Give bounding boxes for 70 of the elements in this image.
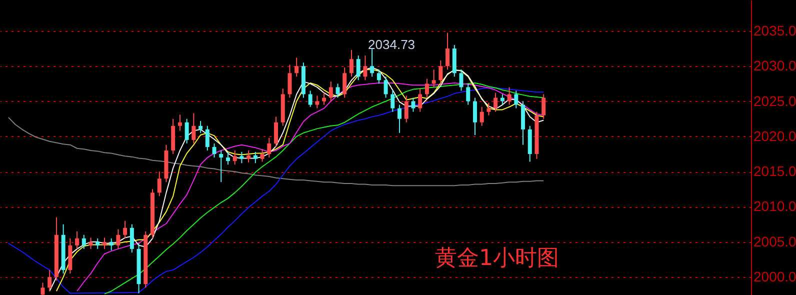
candlestick	[288, 64, 292, 98]
candlestick	[486, 102, 491, 116]
candlestick	[82, 234, 86, 250]
candlestick	[253, 151, 258, 164]
candlestick	[294, 57, 299, 78]
candlestick	[48, 270, 52, 292]
candlestick	[384, 76, 388, 98]
candlestick	[404, 95, 408, 123]
candlestick	[424, 78, 429, 98]
candlestick	[322, 92, 326, 106]
y-tick-label: 2015.0	[754, 163, 796, 180]
candlestick	[328, 81, 333, 102]
candlestick	[363, 55, 368, 81]
candlestick	[184, 118, 189, 144]
candlestick	[466, 83, 470, 106]
candlestick	[116, 228, 120, 250]
candlestick	[88, 237, 93, 250]
candlestick	[336, 83, 340, 98]
candlestick	[542, 94, 546, 120]
y-tick-label: 2000.0	[754, 268, 796, 285]
candlestick	[418, 88, 422, 112]
y-tick-label: 2025.0	[754, 92, 796, 109]
line-series	[8, 116, 544, 186]
annotation: 2034.73	[368, 36, 416, 52]
candlestick	[198, 120, 203, 134]
candlestick	[500, 94, 504, 106]
candlestick	[411, 97, 416, 112]
candlestick	[446, 32, 450, 70]
candlestick	[102, 237, 106, 250]
candlestick	[507, 86, 512, 106]
candlestick	[480, 106, 484, 126]
candlestick	[315, 95, 320, 109]
candlestick	[438, 60, 443, 84]
candlestick	[205, 125, 210, 151]
candlestick	[260, 148, 264, 162]
annotation: 黄金1小时图	[435, 246, 559, 271]
y-tick-label: 2010.0	[754, 198, 796, 214]
candlestick	[370, 48, 374, 78]
y-tick-label: 2035.0	[754, 22, 796, 38]
candlestick	[274, 116, 278, 148]
candlestick	[342, 67, 347, 98]
candlestick	[232, 150, 237, 166]
candlestick	[240, 151, 244, 164]
candlestick	[226, 151, 230, 166]
candlestick	[349, 49, 354, 78]
y-tick-label: 2030.0	[754, 58, 796, 74]
candlestick	[246, 150, 251, 163]
candlestick	[219, 150, 224, 183]
y-tick-label: 2020.0	[754, 128, 796, 144]
candlestick	[390, 90, 395, 112]
candlestick	[75, 230, 80, 250]
candlestick	[123, 220, 128, 239]
candlestick	[356, 55, 360, 81]
candlestick	[267, 137, 272, 158]
candlestick	[130, 224, 134, 253]
candlestick	[212, 142, 216, 158]
y-tick-label: 2005.0	[754, 233, 796, 250]
candlestick	[308, 90, 312, 108]
candlestick	[472, 97, 477, 136]
candlestick	[157, 171, 162, 197]
candlestick	[459, 69, 464, 92]
candlestick	[178, 114, 182, 132]
candlestick	[494, 92, 498, 112]
candlestick	[192, 112, 196, 144]
candlestick	[432, 69, 436, 88]
candlestick	[376, 69, 381, 84]
candlestick	[109, 238, 114, 251]
candlestick	[398, 104, 402, 134]
candlestick	[96, 238, 100, 250]
candlestick	[514, 90, 518, 109]
